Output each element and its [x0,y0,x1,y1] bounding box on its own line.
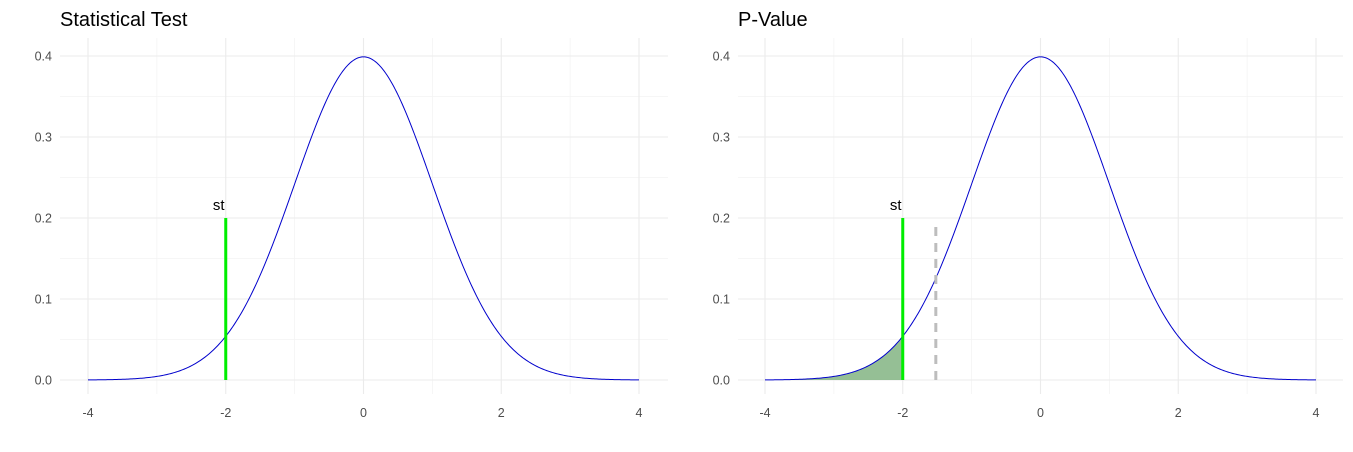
panel-1-y-tick-label: 0.1 [35,293,52,307]
panel-2-x-tick-label: -4 [759,406,770,420]
panel-2-y-tick-label: 0.1 [713,293,730,307]
panel-1-x-tick-label: -4 [82,406,93,420]
panel-2-y-tick-label: 0.0 [713,374,730,388]
panel-1-y-tick-label: 0.4 [35,50,52,64]
panel-2-x-tick-label: 2 [1175,406,1182,420]
panel-1-y-tick-label: 0.2 [35,212,52,226]
panel-1-x-tick-label: 4 [636,406,643,420]
panel-2-x-tick-label: 4 [1313,406,1320,420]
panel-1-density-curve [87,56,640,381]
panel-2-title: P-Value [738,9,808,31]
panel-1-x-tick-label: 0 [360,406,367,420]
panel-2-statistic-label: st [890,197,903,214]
panel-1-title: Statistical Test [60,9,188,31]
panel-2-y-tick-label: 0.3 [713,131,730,145]
panel-2-x-tick-label: 0 [1037,406,1044,420]
panel-1-statistic-label: st [213,197,226,214]
panel-1-x-tick-label: -2 [220,406,231,420]
panel-2-shaded-pvalue-area [765,336,903,380]
panel-2-density-curve [764,56,1317,381]
panel-1-y-tick-label: 0.0 [35,374,52,388]
panel-2-y-tick-label: 0.4 [713,50,730,64]
panel-1-y-tick-label: 0.3 [35,131,52,145]
panel-2-x-tick-label: -2 [897,406,908,420]
panel-1-x-tick-label: 2 [498,406,505,420]
panel-2-y-tick-label: 0.2 [713,212,730,226]
